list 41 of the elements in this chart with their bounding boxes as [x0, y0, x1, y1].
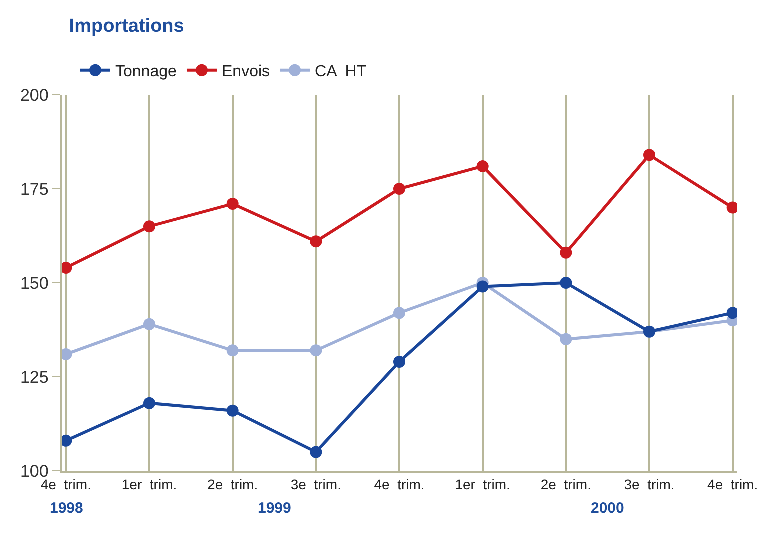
point	[144, 318, 156, 330]
point	[560, 277, 572, 289]
y-tick-label: 200	[20, 86, 49, 105]
point	[644, 149, 656, 162]
x-tick-label: 3e trim.	[624, 476, 675, 493]
point	[226, 344, 239, 357]
point	[226, 404, 239, 417]
y-tick-label: 175	[20, 180, 49, 199]
point	[394, 183, 406, 195]
legend-label: Envois	[222, 64, 270, 81]
point	[144, 397, 156, 410]
x-tick-label: 1er trim.	[455, 476, 510, 493]
x-tick-label: 1er trim.	[122, 476, 178, 493]
point	[62, 434, 72, 447]
point	[310, 236, 322, 248]
point	[310, 344, 322, 357]
point	[476, 160, 489, 172]
x-tick-label: 2e trim.	[540, 476, 592, 493]
y-tick-label: 150	[20, 274, 49, 293]
x-tick-label: 3e trim.	[290, 476, 342, 493]
x-tick-label: 4e trim.	[708, 476, 758, 493]
text: 2000	[591, 500, 624, 517]
point	[394, 356, 406, 368]
point	[560, 333, 572, 346]
point	[62, 262, 72, 274]
y-tick-label: 125	[20, 368, 49, 387]
point	[560, 246, 572, 259]
text: 1999	[258, 500, 292, 517]
text: 1998	[50, 500, 84, 517]
point	[144, 220, 156, 233]
point	[726, 202, 737, 214]
x-tick-label: 2e trim.	[208, 476, 258, 493]
point	[394, 307, 406, 320]
point	[310, 446, 322, 458]
chart-title: Importations	[69, 16, 184, 38]
point	[226, 198, 239, 210]
point	[726, 307, 737, 320]
legend-label: Tonnage	[116, 64, 177, 81]
point	[476, 280, 489, 293]
legend-label: CA HT	[315, 64, 367, 81]
x-tick-label: 4e trim.	[374, 476, 425, 493]
